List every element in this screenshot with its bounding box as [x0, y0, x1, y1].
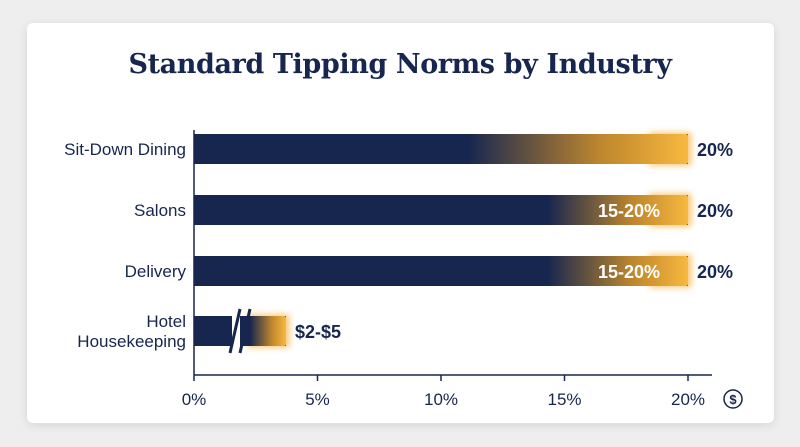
axis-break-mark [238, 308, 252, 354]
bars-layer: Sit-Down Dining 20%Salons 15-20% 20%Deliver… [64, 132, 733, 354]
chart-title: Standard Tipping Norms by Industry [128, 49, 672, 80]
end-label: 20% [697, 201, 733, 221]
axis-break-mark [228, 308, 242, 354]
bar-highlight [250, 316, 286, 346]
dollar-circle-icon: $ [723, 389, 743, 409]
bar-group: Hotel Housekeeping $2-$5 [77, 308, 341, 354]
end-label: 20% [697, 140, 733, 160]
inner-label: 15-20% [598, 201, 660, 221]
end-label: $2-$5 [295, 322, 341, 342]
x-tick-label: 20% [671, 390, 705, 409]
svg-text:$: $ [729, 392, 737, 407]
category-label: Sit-Down Dining [64, 140, 186, 159]
bar-group: Sit-Down Dining 20% [64, 132, 733, 166]
category-label: Hotel Housekeeping [77, 312, 186, 351]
category-label: Delivery [125, 262, 187, 281]
x-tick-label: 10% [424, 390, 458, 409]
end-label: 20% [697, 262, 733, 282]
x-tick-label: 5% [305, 390, 330, 409]
x-tick-label: 0% [182, 390, 207, 409]
x-tick-label: 15% [547, 390, 581, 409]
inner-label: 15-20% [598, 262, 660, 282]
bar-group: Salons 15-20% 20% [134, 193, 733, 227]
bar [194, 316, 232, 346]
bar-highlight [548, 256, 688, 286]
bar-highlight [468, 134, 688, 164]
x-axis: 0% 5% 10% 15% 20% $ [182, 130, 743, 409]
bar-highlight [548, 195, 688, 225]
bar-group: Delivery 15-20% 20% [125, 254, 733, 288]
category-label: Salons [134, 201, 186, 220]
